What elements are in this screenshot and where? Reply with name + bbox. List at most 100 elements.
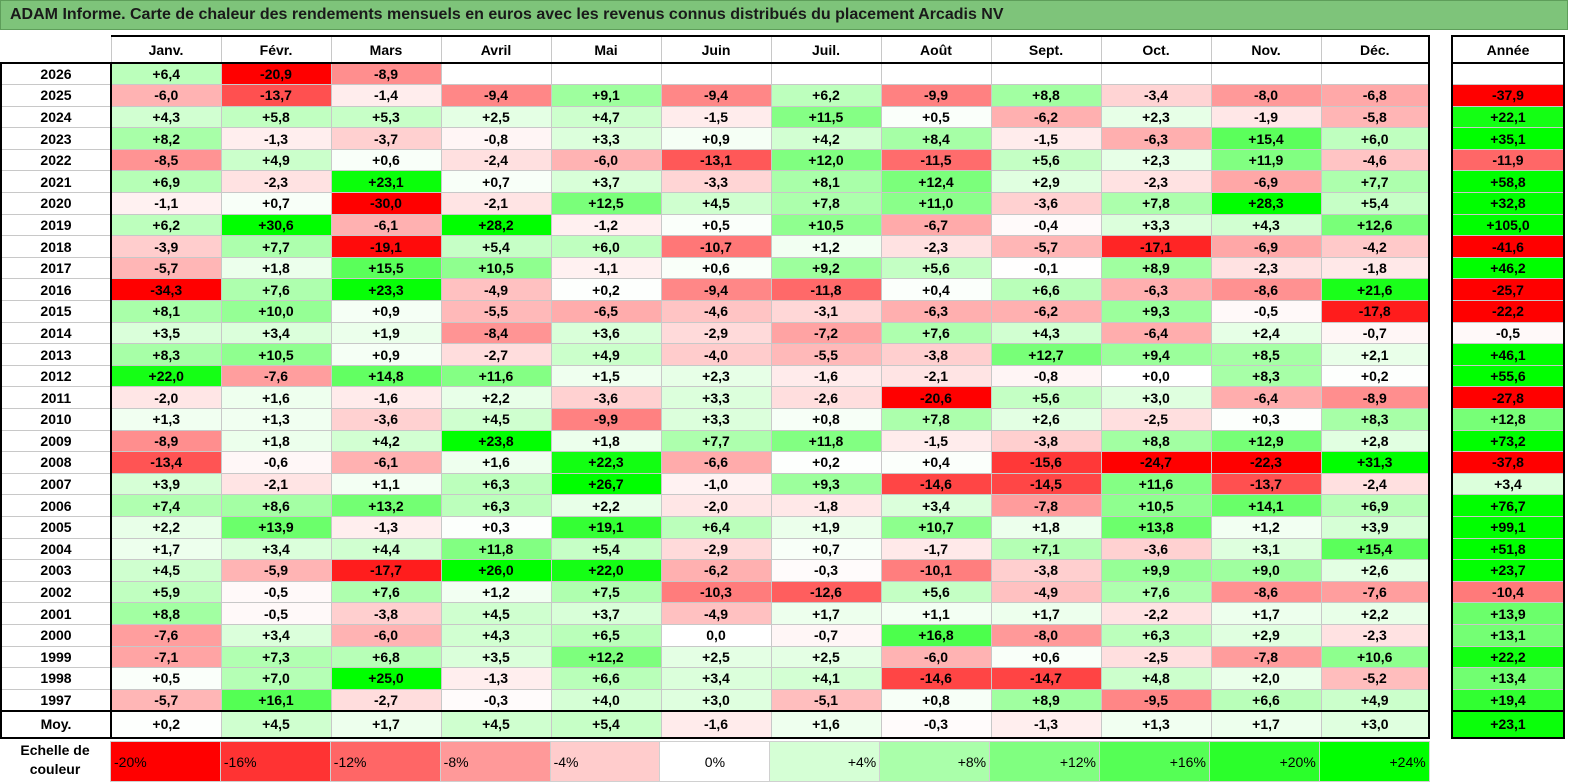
heatmap-cell: +7,5 xyxy=(550,580,662,604)
year-row: 2025 -6,0 -13,7 -1,4 -9,4 +9,1 -9,4 +6,2 -9,9 +8,… xyxy=(0,84,1430,107)
month-header: Déc. xyxy=(1320,35,1430,64)
heatmap-cell: -1,8 xyxy=(770,494,882,517)
heatmap-cell: +8,2 xyxy=(110,127,222,150)
heatmap-cell: +0,9 xyxy=(330,343,442,366)
heatmap-cell: +2,3 xyxy=(1100,148,1212,172)
heatmap-cell: +1,2 xyxy=(770,235,882,258)
heatmap-cell: +0,3 xyxy=(440,515,552,539)
heatmap-cell: +6,9 xyxy=(1320,494,1430,517)
heatmap-cell: +4,5 xyxy=(660,192,772,215)
heatmap-cell: +0,7 xyxy=(220,192,332,215)
year-row: 2003 +4,5 -5,9 -17,7 +26,0 +22,0 -6,2 -0,3 -10,1… xyxy=(0,559,1430,582)
annual-row: -41,6 xyxy=(1451,235,1565,258)
heatmap-cell: +4,2 xyxy=(330,429,442,453)
annual-cell: +73,2 xyxy=(1451,429,1565,453)
heatmap-cell: -1,3 xyxy=(990,709,1102,739)
annual-cell: +35,1 xyxy=(1451,127,1565,150)
color-scale-swatch: 0% xyxy=(659,741,771,782)
chart-title: ADAM Informe. Carte de chaleur des rende… xyxy=(10,6,1004,23)
heatmap-cell: +4,8 xyxy=(1100,667,1212,690)
heatmap-cell: -6,7 xyxy=(880,213,992,237)
annual-cell: +99,1 xyxy=(1451,515,1565,539)
heatmap-cell: -13,1 xyxy=(660,148,772,172)
heatmap-cell: -2,3 xyxy=(220,170,332,194)
heatmap-cell: +3,4 xyxy=(220,537,332,561)
year-row: 1999 -7,1 +7,3 +6,8 +3,5 +12,2 +2,5 +2,5 -6,0 +0,… xyxy=(0,645,1430,669)
annual-row: +12,8 xyxy=(1451,408,1565,431)
heatmap-cell: +1,8 xyxy=(550,429,662,453)
heatmap-cell: +4,3 xyxy=(1210,213,1322,237)
heatmap-cell: +2,5 xyxy=(440,105,552,129)
heatmap-cell: -6,2 xyxy=(990,300,1102,323)
heatmap-cell: +1,7 xyxy=(330,709,442,739)
title-bar: ADAM Informe. Carte de chaleur des rende… xyxy=(0,0,1568,30)
heatmap-cell: +3,6 xyxy=(550,321,662,345)
annual-row: -0,5 xyxy=(1451,321,1565,345)
heatmap-cell: +2,5 xyxy=(660,645,772,669)
color-scale-swatch: -12% xyxy=(329,741,441,782)
annual-row: +22,1 xyxy=(1451,105,1565,129)
heatmap-cell: +2,9 xyxy=(990,170,1102,194)
heatmap-cell: -2,3 xyxy=(1100,170,1212,194)
year-row: 2000 -7,6 +3,4 -6,0 +4,3 +6,5 0,0 -0,7 +16,8 -8,0… xyxy=(0,623,1430,647)
heatmap-cell: -4,6 xyxy=(660,300,772,323)
heatmap-cell: -8,9 xyxy=(330,62,442,86)
heatmap-cell: -3,7 xyxy=(330,127,442,150)
heatmap-cell: -14,5 xyxy=(990,472,1102,496)
heatmap-cell: -19,1 xyxy=(330,235,442,258)
heatmap-cell: +4,9 xyxy=(220,148,332,172)
heatmap-cell: -2,5 xyxy=(1100,645,1212,669)
color-scale: -20% -16% -12% -8% -4% 0% +4% +8% +12% +16% +20% +2… xyxy=(110,741,1430,782)
heatmap-cell: +6,2 xyxy=(110,213,222,237)
heatmap-cell: -1,5 xyxy=(660,105,772,129)
annual-cell: +76,7 xyxy=(1451,494,1565,517)
heatmap-cell: +3,7 xyxy=(550,170,662,194)
heatmap-cell: -1,9 xyxy=(1210,105,1322,129)
year-row: 2019 +6,2 +30,6 -6,1 +28,2 -1,2 +0,5 +10,5 -6,7-… xyxy=(0,213,1430,237)
heatmap-cell: +12,0 xyxy=(770,148,882,172)
heatmap-cell: +0,6 xyxy=(990,645,1102,669)
heatmap-cell: -20,9 xyxy=(220,62,332,86)
color-scale-swatch: +4% xyxy=(769,741,881,782)
heatmap-cell: +7,6 xyxy=(880,321,992,345)
heatmap-cell: +2,1 xyxy=(1320,343,1430,366)
annual-row: +3,4 xyxy=(1451,472,1565,496)
heatmap-cell: +7,7 xyxy=(220,235,332,258)
heatmap-cell: +1,6 xyxy=(440,451,552,474)
heatmap-cell: +4,3 xyxy=(440,623,552,647)
heatmap-cell: -7,8 xyxy=(1210,645,1322,669)
heatmap-cell: -8,6 xyxy=(1210,580,1322,604)
annual-row: +32,8 xyxy=(1451,192,1565,215)
annual-row: -37,8 xyxy=(1451,451,1565,474)
year-label: 2015 xyxy=(0,300,112,323)
heatmap-cell: +5,6 xyxy=(990,386,1102,409)
heatmap-cell: -4,6 xyxy=(1320,148,1430,172)
annual-cell: +23,7 xyxy=(1451,559,1565,582)
heatmap-cell: -6,4 xyxy=(1100,321,1212,345)
year-label: 1998 xyxy=(0,667,112,690)
heatmap-cell: -11,5 xyxy=(880,148,992,172)
heatmap-cell: +6,4 xyxy=(660,515,772,539)
heatmap-cell: +0,4 xyxy=(880,451,992,474)
heatmap-cell: -3,8 xyxy=(880,343,992,366)
heatmap-cell: +2,8 xyxy=(1320,429,1430,453)
heatmap-cell: -13,7 xyxy=(1210,472,1322,496)
heatmap-cell: -20,6 xyxy=(880,386,992,409)
heatmap-cell: -5,9 xyxy=(220,559,332,582)
year-label: 2021 xyxy=(0,170,112,194)
color-scale-swatch: -20% xyxy=(110,741,221,782)
year-row: 2018 -3,9 +7,7 -19,1 +5,4 +6,0 -10,7 +1,2 -2,3 -5… xyxy=(0,235,1430,258)
heatmap-cell: +0,2 xyxy=(1320,364,1430,388)
heatmap-cell: -1,7 xyxy=(880,537,992,561)
heatmap-cell: -6,3 xyxy=(1100,278,1212,302)
heatmap-cell: +2,6 xyxy=(990,408,1102,431)
heatmap-cell: -2,0 xyxy=(660,494,772,517)
heatmap-cell: +0,6 xyxy=(330,148,442,172)
heatmap-cell: -2,3 xyxy=(1320,623,1430,647)
heatmap-cell: +1,7 xyxy=(1210,602,1322,625)
year-row: 2005 +2,2 +13,9 -1,3 +0,3 +19,1 +6,4 +1,9 +10,7 +… xyxy=(0,515,1430,539)
heatmap-cell: -5,7 xyxy=(110,688,222,712)
heatmap-cell: +6,4 xyxy=(110,62,222,86)
color-scale-swatch: +12% xyxy=(989,741,1101,782)
heatmap-cell: -30,0 xyxy=(330,192,442,215)
